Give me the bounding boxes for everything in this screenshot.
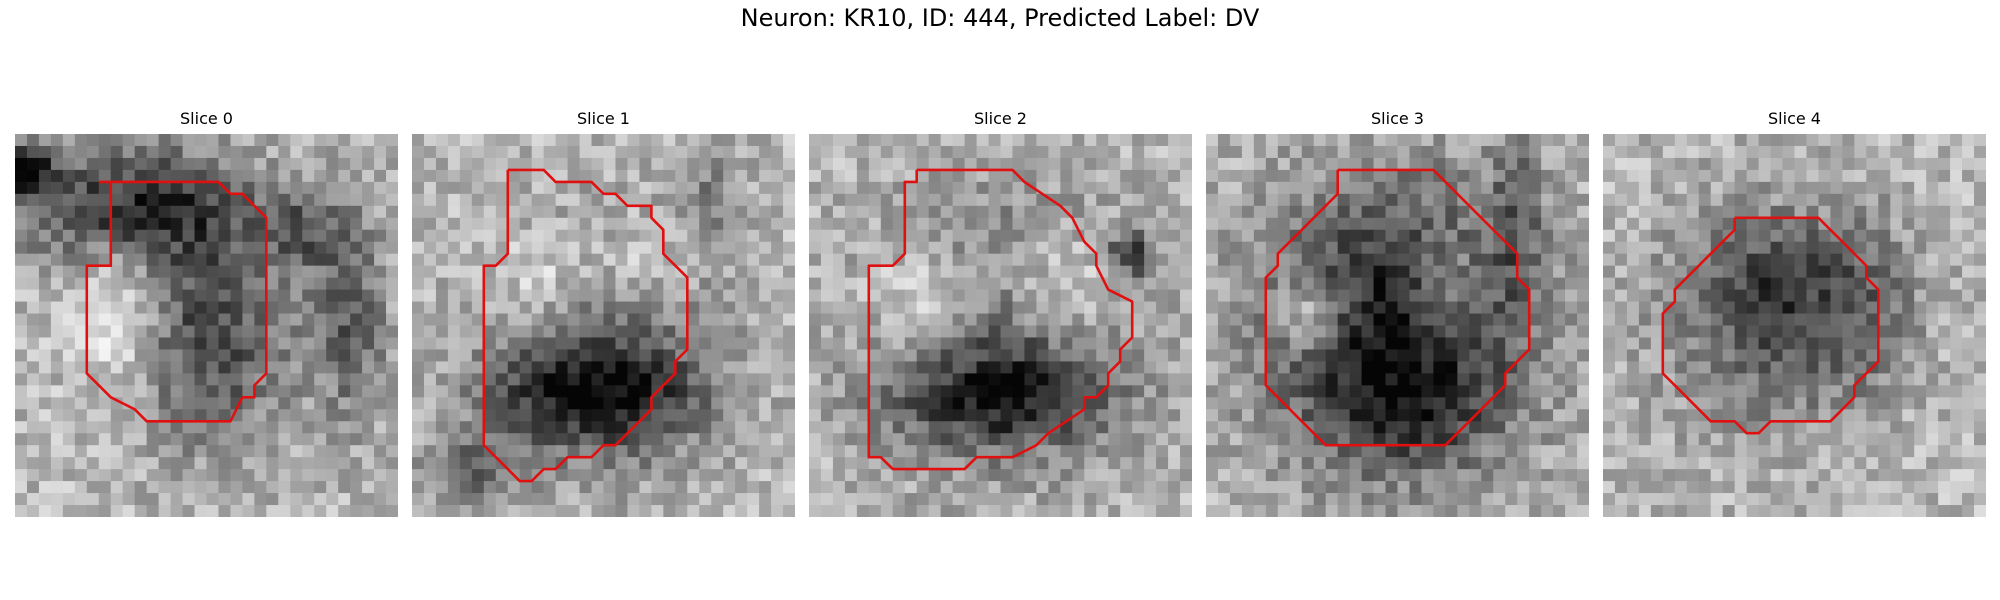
roi-outline: [1264, 168, 1531, 447]
slice-1-svg: [412, 134, 795, 517]
figure-title: Neuron: KR10, ID: 444, Predicted Label: …: [740, 4, 1260, 32]
slice-3-svg: [1206, 134, 1589, 517]
slice-image-4: [1603, 134, 1986, 517]
slice-image-0: [15, 134, 398, 517]
roi-outline: [1661, 216, 1880, 435]
pixel-grid: [412, 134, 795, 517]
panel-title-0: Slice 0: [180, 109, 233, 128]
panel-title-1: Slice 1: [577, 109, 630, 128]
pixel-grid: [1206, 134, 1589, 517]
slice-image-3: [1206, 134, 1589, 517]
pixel-grid: [1603, 134, 1986, 517]
slice-0-svg: [15, 134, 398, 517]
panel-title-2: Slice 2: [974, 109, 1027, 128]
pixel-grid: [15, 134, 398, 517]
roi-outline: [85, 180, 268, 423]
roi-outline: [867, 168, 1134, 471]
slice-4-svg: [1603, 134, 1986, 517]
panel-title-3: Slice 3: [1371, 109, 1424, 128]
roi-outline: [482, 168, 689, 483]
panel-title-4: Slice 4: [1768, 109, 1821, 128]
slice-image-1: [412, 134, 795, 517]
pixel-grid: [809, 134, 1192, 517]
slice-2-svg: [809, 134, 1192, 517]
slice-image-2: [809, 134, 1192, 517]
